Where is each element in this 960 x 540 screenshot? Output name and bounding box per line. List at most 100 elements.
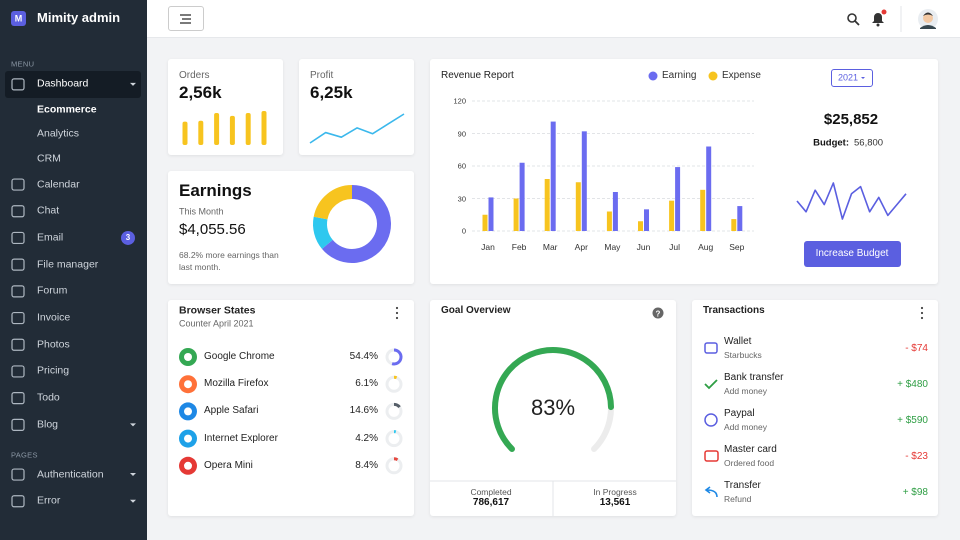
active-row bbox=[5, 71, 141, 98]
submenu-item[interactable]: Ecommerce bbox=[37, 103, 97, 116]
card-icon bbox=[704, 450, 719, 462]
badge bbox=[121, 230, 135, 245]
goal-card bbox=[430, 300, 676, 516]
card-title: Browser States bbox=[179, 304, 256, 317]
help-icon[interactable] bbox=[652, 307, 664, 319]
menu-icon bbox=[11, 392, 25, 405]
menu-item[interactable]: Error bbox=[37, 494, 61, 507]
revenue-bar bbox=[706, 146, 712, 231]
menu-item[interactable]: File manager bbox=[37, 258, 99, 271]
kebab-icon[interactable] bbox=[920, 306, 924, 310]
kebab-icon[interactable] bbox=[395, 306, 399, 310]
ring-arc bbox=[393, 457, 399, 462]
revenue-bar bbox=[519, 162, 525, 231]
transaction-subtitle: Refund bbox=[724, 493, 752, 504]
kebab-icon[interactable] bbox=[395, 311, 399, 315]
card-value: 2,56k bbox=[179, 82, 222, 102]
transaction-title: Paypal bbox=[724, 408, 755, 419]
x-tick-label: May bbox=[604, 241, 621, 252]
caret bbox=[130, 499, 136, 503]
card-title: Goal Overview bbox=[441, 305, 511, 316]
x-tick-label: Jul bbox=[669, 241, 681, 252]
card-title: Transactions bbox=[703, 305, 765, 316]
transaction-title: Master card bbox=[724, 444, 777, 455]
select-caret bbox=[861, 77, 865, 79]
stat-value: 786,617 bbox=[472, 497, 510, 508]
revenue-bar bbox=[700, 189, 706, 231]
menu-item[interactable]: Email bbox=[37, 231, 64, 244]
kebab-icon[interactable] bbox=[920, 311, 924, 315]
menu-icon bbox=[11, 285, 25, 298]
menu-item[interactable]: Pricing bbox=[37, 365, 70, 378]
card-title: Earnings bbox=[179, 180, 252, 200]
order-bar bbox=[261, 111, 267, 145]
browser-name: Google Chrome bbox=[204, 351, 275, 362]
revenue-bar bbox=[638, 221, 643, 231]
revenue-bar bbox=[488, 197, 494, 231]
card-value: 6,25k bbox=[310, 82, 353, 102]
revenue-bar bbox=[612, 192, 618, 231]
browser-icon bbox=[184, 353, 192, 361]
budget-label: Budget: bbox=[813, 137, 849, 149]
revenue-bar bbox=[675, 167, 681, 231]
browser-name: Apple Safari bbox=[204, 405, 259, 417]
menu-item[interactable]: Chat bbox=[37, 204, 60, 217]
avatar-body bbox=[920, 25, 936, 29]
amount: $4,055.56 bbox=[179, 221, 246, 238]
kebab-icon[interactable] bbox=[920, 316, 924, 320]
bell-icon[interactable] bbox=[872, 13, 884, 23]
ring-arc bbox=[393, 402, 401, 409]
kebab-icon[interactable] bbox=[395, 316, 399, 320]
y-tick-label: 60 bbox=[457, 161, 466, 171]
menu-item[interactable]: Forum bbox=[37, 285, 68, 298]
donut-segment bbox=[321, 185, 391, 263]
transaction-title: Bank transfer bbox=[724, 372, 784, 383]
transactions-card bbox=[692, 300, 938, 516]
note: 68.2% more earnings than last month. bbox=[179, 250, 279, 272]
browser-card bbox=[168, 300, 414, 516]
menu-item[interactable]: Dashboard bbox=[37, 78, 89, 91]
brand: Mimity admin bbox=[37, 10, 121, 26]
card-title: Profit bbox=[310, 70, 334, 81]
menu-icon bbox=[11, 178, 25, 191]
submenu-item[interactable]: Analytics bbox=[37, 128, 80, 141]
year-select[interactable] bbox=[831, 69, 873, 87]
ring-arc bbox=[393, 375, 398, 380]
search-icon[interactable] bbox=[847, 13, 857, 23]
menu-item[interactable]: Calendar bbox=[37, 178, 80, 191]
year-label: 2021 bbox=[837, 72, 859, 83]
transfer-icon bbox=[704, 486, 718, 498]
increase-budget-button[interactable] bbox=[804, 241, 901, 267]
transaction-title: Wallet bbox=[724, 336, 752, 347]
period: This Month bbox=[179, 206, 224, 217]
y-tick-label: 120 bbox=[453, 96, 466, 106]
gauge-label: 83% bbox=[530, 394, 576, 420]
browser-share: 8.4% bbox=[355, 459, 378, 471]
transaction-amount: - $23 bbox=[905, 451, 928, 462]
transaction-amount: + $590 bbox=[897, 415, 928, 426]
budget-trend bbox=[796, 182, 907, 220]
browser-name: Internet Explorer bbox=[204, 432, 278, 444]
ring-track bbox=[385, 457, 403, 475]
y-tick-label: 0 bbox=[461, 226, 466, 236]
submenu-item[interactable]: CRM bbox=[37, 152, 61, 165]
menu-item[interactable]: Blog bbox=[37, 418, 59, 431]
menu-item[interactable]: Photos bbox=[37, 338, 70, 351]
menu-item[interactable]: Todo bbox=[37, 391, 60, 404]
caret bbox=[130, 473, 136, 477]
card-title: Orders bbox=[179, 70, 210, 81]
budget-total: $25,852 bbox=[823, 111, 879, 128]
avatar-hair bbox=[923, 12, 933, 16]
gauge-arc bbox=[492, 347, 614, 453]
badge-count: 3 bbox=[125, 233, 131, 243]
revenue-bar bbox=[606, 211, 612, 231]
transaction-subtitle: Add money bbox=[724, 385, 767, 396]
transaction-amount: + $98 bbox=[902, 487, 928, 498]
button-label[interactable]: Increase Budget bbox=[815, 248, 889, 259]
donut-segment bbox=[313, 185, 353, 220]
menu-item[interactable]: Invoice bbox=[37, 311, 71, 324]
y-tick-label: 30 bbox=[457, 194, 466, 203]
menu-item[interactable]: Authentication bbox=[37, 468, 104, 481]
